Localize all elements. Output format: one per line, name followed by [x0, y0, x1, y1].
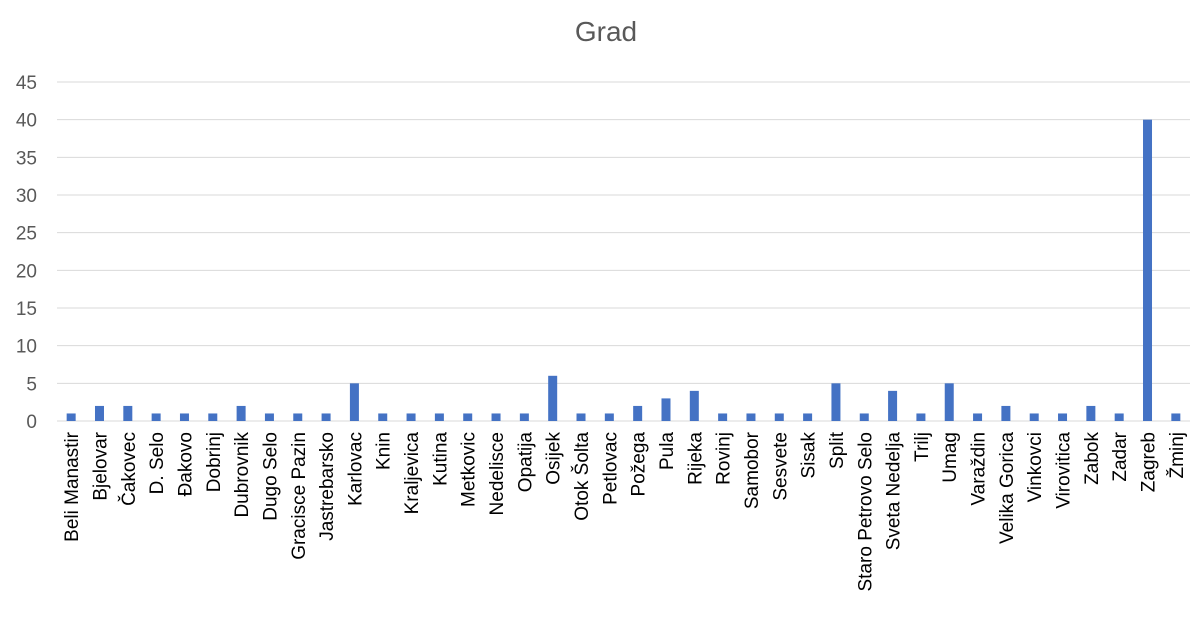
bar [123, 405, 133, 421]
x-category-label: Zagreb [1139, 432, 1160, 492]
bar [774, 413, 784, 421]
x-category-label: Rijeka [685, 432, 706, 485]
y-tick-label: 25 [16, 224, 37, 245]
bar [831, 383, 841, 421]
x-category-label: Kutina [430, 432, 451, 486]
bar [689, 390, 699, 421]
bar [1171, 413, 1181, 421]
bar [66, 413, 76, 421]
x-category-label: Gracisce Pazin [289, 432, 310, 560]
x-category-label: Pula [657, 432, 678, 470]
x-category-label: Sesvete [770, 432, 791, 501]
bar [208, 413, 218, 421]
x-category-label: Karlovac [345, 432, 366, 506]
x-category-label: Požega [629, 432, 650, 497]
x-category-label: Opatija [515, 432, 536, 493]
bar [1001, 405, 1011, 421]
bar [321, 413, 331, 421]
x-category-label: Dubrovnik [232, 432, 253, 518]
bar [916, 413, 926, 421]
bar [633, 405, 643, 421]
x-category-label: Sisak [799, 432, 820, 479]
y-axis-tick-labels: 0 5 10 15 20 25 30 35 40 45 [16, 73, 37, 433]
x-category-label: Zadar [1110, 431, 1131, 481]
bar [491, 413, 501, 421]
bar [576, 413, 586, 421]
x-category-label: Bjelovar [90, 431, 111, 500]
x-category-label: Otok Šolta [571, 432, 593, 521]
bar [236, 405, 246, 421]
bar [264, 413, 274, 421]
x-category-label: Staro Petrovo Selo [855, 432, 876, 591]
x-category-label: Dugo Selo [260, 432, 281, 521]
x-category-label: Split [827, 431, 848, 469]
bar [434, 413, 444, 421]
bars [66, 119, 1181, 422]
x-category-label: Osijek [544, 432, 565, 485]
x-category-label: Đakovo [175, 432, 196, 496]
bar [1058, 413, 1068, 421]
x-axis-category-labels: Beli Manastir Bjelovar Čakovec D. Selo Đakov… [62, 431, 1188, 591]
bar [1143, 119, 1153, 422]
y-tick-label: 35 [16, 148, 37, 169]
bar [349, 383, 359, 421]
bar [519, 413, 529, 421]
bar [803, 413, 813, 421]
chart-title: Grad [575, 16, 637, 47]
x-category-label: Nedelisce [487, 432, 508, 515]
x-category-label: D. Selo [147, 432, 168, 494]
bar [94, 405, 104, 421]
y-tick-label: 10 [16, 337, 37, 358]
bar [463, 413, 473, 421]
bar [746, 413, 756, 421]
x-category-label: Velika Gorica [997, 432, 1018, 544]
x-category-label: Umag [940, 432, 961, 483]
bar [604, 413, 614, 421]
x-category-label: Knin [374, 432, 395, 470]
y-tick-label: 30 [16, 186, 37, 207]
x-category-label: Zabok [1082, 432, 1103, 485]
x-category-label: Samobor [742, 431, 763, 509]
bar [406, 413, 416, 421]
bar [151, 413, 161, 421]
bar [1029, 413, 1039, 421]
gridlines [57, 81, 1190, 422]
y-tick-label: 40 [16, 111, 37, 132]
bar [888, 390, 898, 421]
y-tick-label: 5 [26, 374, 37, 395]
bar [548, 375, 558, 421]
x-category-label: Rovinj [714, 432, 735, 485]
y-tick-label: 45 [16, 73, 37, 94]
bar [179, 413, 189, 421]
bar [1086, 405, 1096, 421]
y-tick-label: 20 [16, 261, 37, 282]
x-category-label: Čakovec [118, 432, 140, 506]
bar [718, 413, 728, 421]
x-category-label: Trilj [912, 432, 933, 462]
x-category-label: Petlovac [600, 432, 621, 505]
x-category-label: Sveta Nedelja [884, 432, 905, 551]
x-category-label: Žminj [1166, 432, 1188, 478]
y-tick-label: 15 [16, 299, 37, 320]
x-category-label: Metkovic [459, 432, 480, 507]
bar [1114, 413, 1124, 421]
x-category-label: Vinkovci [1025, 432, 1046, 502]
x-category-label: Dobrinj [204, 432, 225, 492]
x-category-label: Jastrebarsko [317, 432, 338, 541]
x-category-label: Beli Manastir [62, 431, 83, 541]
bar [293, 413, 303, 421]
x-category-label: Kraljevica [402, 432, 423, 515]
bar [859, 413, 869, 421]
y-tick-label: 0 [26, 412, 37, 433]
x-category-label: Varaždin [969, 432, 990, 506]
bar [944, 383, 954, 421]
x-category-label: Virovitica [1054, 432, 1075, 509]
bar [378, 413, 388, 421]
bar [661, 398, 671, 421]
bar [973, 413, 983, 421]
